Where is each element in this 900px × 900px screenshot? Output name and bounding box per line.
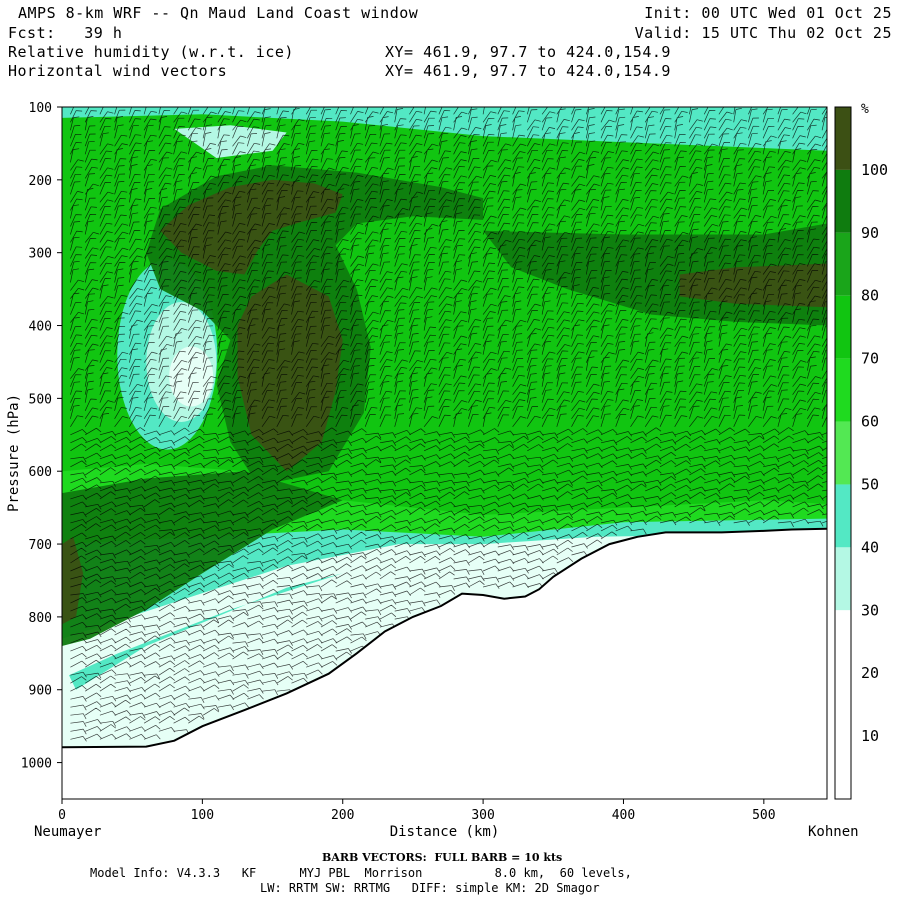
humidity-region (160, 179, 343, 275)
colorbar-segment (835, 736, 851, 799)
colorbar-segment (835, 673, 851, 737)
colorbar-tick-label: 100 (861, 161, 888, 179)
dry-pocket-core (169, 346, 214, 407)
y-tick-label: 900 (29, 684, 52, 699)
x-tick-label: 500 (752, 808, 775, 823)
colorbar-segment (835, 107, 851, 170)
colorbar-segment (835, 484, 851, 548)
x-axis-label: Distance (km) (390, 824, 500, 840)
humidity-region (679, 263, 827, 308)
colorbar-tick-label: 30 (861, 601, 879, 619)
x-endpoint-left: Neumayer (34, 824, 101, 840)
xy-range-wind: XY= 461.9, 97.7 to 424.0,154.9 (385, 62, 671, 80)
colorbar-segment (835, 232, 851, 296)
colorbar-tick-label: 40 (861, 538, 879, 556)
colorbar-tick-label: 70 (861, 350, 879, 368)
forecast-hour: Fcst: 39 h (8, 24, 123, 42)
y-tick-label: 200 (29, 174, 52, 189)
valid-time: Valid: 15 UTC Thu 02 Oct 25 (634, 24, 892, 42)
colorbar-tick-label: 50 (861, 475, 879, 493)
colorbar-segment (835, 421, 851, 485)
colorbar-tick-label: 80 (861, 287, 879, 305)
colorbar-frame (834, 106, 852, 800)
wind-barbs (70, 107, 827, 742)
x-tick-label: 400 (612, 808, 635, 823)
y-tick-label: 500 (29, 392, 52, 407)
y-tick-label: 100 (29, 101, 52, 116)
x-tick-label: 200 (331, 808, 354, 823)
field-label-humidity: Relative humidity (w.r.t. ice) (8, 43, 294, 61)
x-tick-label: 300 (471, 808, 494, 823)
humidity-region (62, 536, 84, 625)
x-endpoint-right: Kohnen (808, 824, 859, 840)
y-tick-label: 1000 (21, 757, 52, 772)
xy-range-humidity: XY= 461.9, 97.7 to 424.0,154.9 (385, 43, 671, 61)
humidity-band-top-light (174, 125, 287, 158)
plot-frame (61, 106, 828, 800)
colorbar-unit: % (861, 102, 869, 117)
colorbar-tick-label: 10 (861, 727, 879, 745)
y-tick-label: 400 (29, 320, 52, 335)
model-physics: LW: RRTM SW: RRTMG DIFF: simple KM: 2D S… (260, 881, 600, 895)
chart-title: AMPS 8-km WRF -- Qn Maud Land Coast wind… (18, 4, 419, 22)
init-time: Init: 00 UTC Wed 01 Oct 25 (644, 4, 892, 22)
colorbar-tick-label: 90 (861, 224, 879, 242)
field-label-wind: Horizontal wind vectors (8, 62, 228, 80)
terrain-fill (62, 528, 827, 799)
humidity-region (237, 274, 343, 472)
terrain-surface-line (62, 527, 827, 749)
x-tick-label: 0 (58, 808, 66, 823)
y-tick-label: 600 (29, 465, 52, 480)
y-axis-label: Pressure (hPa) (6, 394, 22, 512)
colorbar-segment (835, 169, 851, 233)
colorbar-segment (835, 358, 851, 422)
colorbar-tick-label: 60 (861, 413, 879, 431)
colorbar-segment (835, 547, 851, 611)
barb-legend: BARB VECTORS: FULL BARB = 10 kts (322, 851, 563, 864)
x-tick-label: 100 (191, 808, 214, 823)
model-info: Model Info: V4.3.3 KF MYJ PBL Morrison 8… (90, 866, 632, 880)
y-tick-label: 800 (29, 611, 52, 626)
colorbar-segment (835, 610, 851, 674)
y-tick-label: 700 (29, 538, 52, 553)
colorbar-segment (835, 295, 851, 359)
colorbar-tick-label: 20 (861, 664, 879, 682)
y-tick-label: 300 (29, 247, 52, 262)
